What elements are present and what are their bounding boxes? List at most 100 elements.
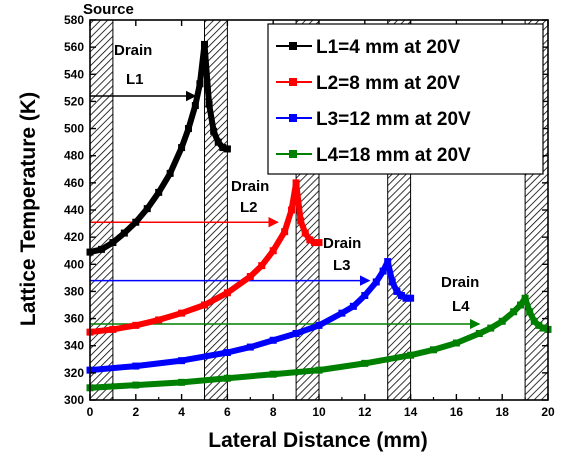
data-point: [178, 144, 186, 152]
data-point: [120, 229, 128, 237]
legend-marker-4: [289, 150, 297, 158]
data-point: [288, 206, 296, 214]
data-point: [205, 100, 213, 108]
drain-label-2: Drain: [231, 178, 269, 195]
data-point: [338, 309, 346, 317]
series-3: [86, 258, 415, 374]
x-tick-label: 6: [224, 405, 231, 419]
series-2: [86, 179, 323, 336]
annotation-arrows: [90, 90, 481, 330]
data-point: [310, 239, 318, 247]
data-point: [517, 301, 525, 309]
data-point: [191, 102, 199, 109]
data-point: [109, 325, 117, 333]
legend-marker-3: [289, 114, 297, 122]
data-point: [132, 321, 140, 329]
data-point: [97, 245, 105, 253]
data-point: [214, 138, 222, 146]
y-tick-label: 360: [64, 312, 84, 326]
drain-label-3: Drain: [323, 235, 361, 252]
data-point: [132, 381, 140, 389]
l1-label: L1: [126, 71, 144, 88]
x-tick-label: 12: [358, 405, 372, 419]
data-point: [201, 40, 208, 48]
legend: L1=4 mm at 20V L2=8 mm at 20V L3=12 mm at …: [267, 23, 544, 175]
data-point: [201, 301, 208, 309]
y-tick-label: 400: [64, 257, 84, 271]
data-point: [223, 289, 231, 297]
data-point: [269, 247, 277, 255]
y-tick-label: 380: [64, 284, 84, 298]
data-point: [475, 330, 483, 337]
data-point: [109, 239, 117, 247]
x-axis-title: Lateral Distance (mm): [208, 429, 427, 452]
data-point: [361, 292, 369, 299]
y-tick-label: 320: [64, 366, 84, 380]
data-point: [393, 287, 401, 295]
data-point: [361, 359, 369, 367]
drain-label-1: Drain: [114, 42, 152, 59]
data-point: [281, 228, 289, 236]
x-tick-label: 20: [541, 405, 555, 419]
data-point: [315, 321, 323, 329]
data-point: [297, 217, 305, 225]
data-point: [143, 205, 151, 213]
legend-label-2: L2=8 mm at 20V: [316, 73, 460, 94]
drain-label-4: Drain: [441, 274, 479, 291]
y-tick-label: 300: [64, 393, 84, 407]
data-point: [372, 278, 380, 286]
data-point: [178, 378, 186, 386]
data-point: [269, 370, 277, 378]
source-label: Source: [83, 1, 134, 18]
x-tick-label: 16: [450, 405, 464, 419]
legend-marker-1: [289, 42, 297, 50]
data-point: [498, 317, 506, 325]
y-tick-label: 340: [64, 339, 84, 353]
data-point: [397, 292, 405, 299]
data-point: [521, 294, 529, 302]
y-tick-label: 420: [64, 230, 84, 244]
y-tick-label: 560: [64, 40, 84, 54]
x-tick-label: 0: [87, 405, 94, 419]
data-point: [292, 330, 300, 337]
data-point: [452, 339, 460, 347]
data-point: [407, 351, 415, 359]
data-point: [166, 169, 174, 177]
y-axis-ticks: 300 320 340 360 380 400 420 440 460 480 500 520 540 5…: [64, 13, 548, 407]
data-point: [379, 267, 387, 275]
x-tick-label: 14: [404, 405, 418, 419]
l2-label: L2: [240, 199, 258, 216]
data-point: [219, 144, 227, 152]
y-tick-label: 460: [64, 176, 84, 190]
x-tick-label: 18: [496, 405, 510, 419]
x-axis-ticks: 0 2 4 6 8 10 12 14 16 18 20: [87, 20, 555, 419]
data-point: [178, 357, 186, 365]
data-point: [210, 127, 218, 135]
data-point: [306, 236, 314, 244]
data-point: [535, 321, 543, 329]
legend-box: [267, 23, 544, 175]
data-point: [223, 374, 231, 382]
y-tick-label: 500: [64, 122, 84, 136]
data-point: [539, 324, 547, 332]
data-point: [246, 343, 254, 351]
data-point: [487, 324, 495, 332]
data-point: [526, 308, 534, 316]
legend-label-4: L4=18 mm at 20V: [316, 145, 471, 166]
data-point: [530, 317, 538, 325]
y-tick-label: 440: [64, 203, 84, 217]
l3-label: L3: [333, 257, 351, 274]
data-point: [132, 218, 140, 226]
data-point: [510, 308, 518, 316]
data-point: [402, 294, 410, 302]
l4-label: L4: [452, 298, 470, 315]
data-point: [246, 273, 254, 280]
x-tick-label: 10: [312, 405, 326, 419]
data-point: [292, 179, 300, 187]
data-point: [223, 145, 231, 153]
y-tick-label: 480: [64, 149, 84, 163]
legend-label-3: L3=12 mm at 20V: [316, 109, 471, 130]
x-tick-label: 8: [270, 405, 277, 419]
y-axis-title: Lattice Temperature (K): [17, 92, 40, 326]
